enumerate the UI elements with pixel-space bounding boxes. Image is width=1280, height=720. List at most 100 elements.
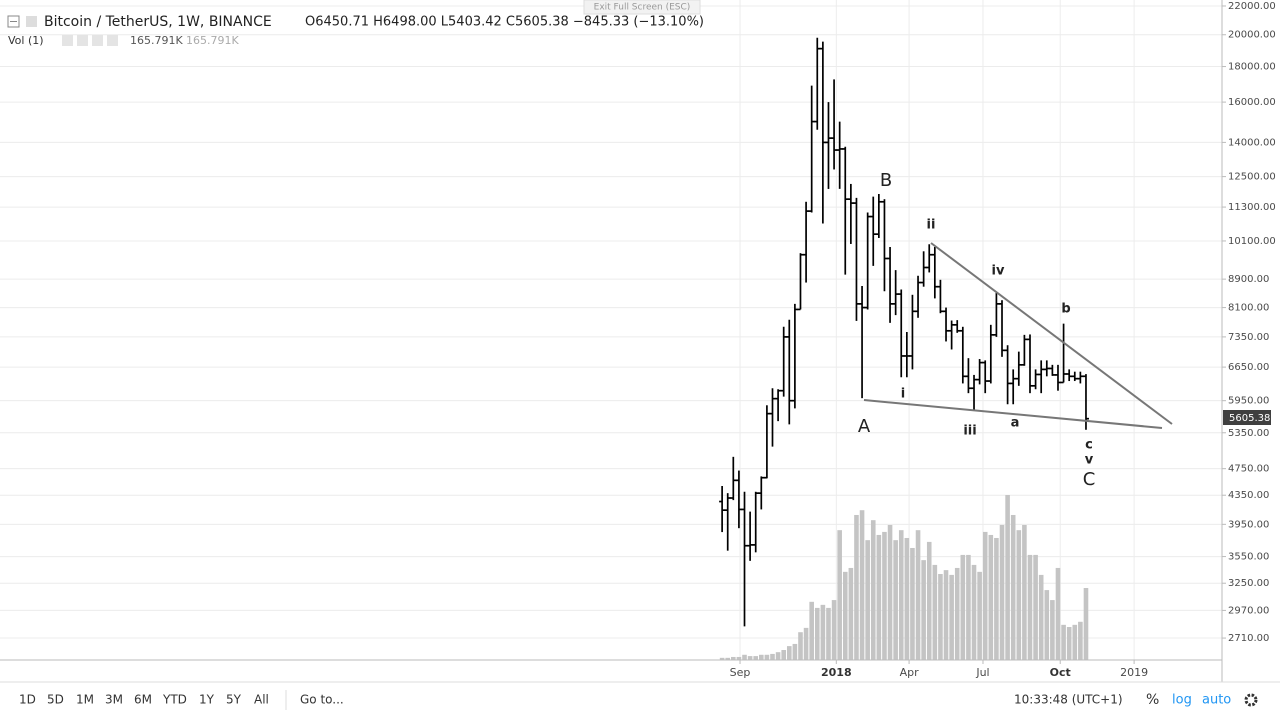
volume-bar (982, 531, 988, 660)
volume-bar (764, 654, 770, 660)
volume-bar (971, 564, 977, 660)
tooltip-box (583, 0, 701, 15)
volume-bar (814, 607, 820, 660)
volume-bar (859, 510, 865, 660)
volume-bar (1027, 554, 1033, 660)
y-tick-label: 11300.00 (1228, 202, 1276, 213)
range-button[interactable]: 3M (105, 693, 123, 707)
volume-bar (994, 537, 999, 660)
collapse-icon[interactable] (7, 15, 20, 28)
vol-icon[interactable] (62, 35, 73, 46)
y-tick-label: 5950.00 (1228, 396, 1269, 407)
tooltip: Exit Full Screen (ESC) (594, 3, 691, 13)
vol-icon[interactable] (77, 35, 88, 46)
volume-bar (1005, 495, 1010, 660)
volume-bar (781, 650, 786, 660)
volume-bar (842, 571, 848, 660)
volume-bar (736, 656, 742, 660)
range-button[interactable]: 5D (47, 693, 64, 707)
volume-bar (876, 534, 882, 660)
range-button[interactable]: YTD (162, 693, 187, 707)
range-button[interactable]: All (254, 693, 269, 707)
y-tick-label: 3550.00 (1228, 552, 1269, 563)
percent-toggle[interactable]: % (1146, 692, 1159, 708)
vol-readout: 165.791K (186, 34, 239, 47)
wave-label: C (1083, 469, 1096, 490)
volume-bar (898, 530, 904, 660)
volume-bar (1050, 600, 1055, 660)
wave-label: b (1061, 302, 1070, 317)
volume-bar (1061, 624, 1066, 660)
x-tick-label: 2018 (821, 666, 852, 679)
range-button[interactable]: 1M (76, 693, 94, 707)
volume-bar (775, 652, 781, 660)
volume-bar (826, 607, 831, 660)
volume-bar (887, 524, 893, 660)
range-button[interactable]: 1Y (199, 693, 215, 707)
y-tick-label: 20000.00 (1228, 30, 1276, 41)
x-tick-label: Oct (1050, 666, 1071, 679)
settings-icon[interactable] (1244, 693, 1258, 707)
range-button[interactable]: 5Y (226, 693, 242, 707)
y-tick-label: 2970.00 (1228, 605, 1269, 616)
y-tick-label: 22000.00 (1228, 1, 1276, 12)
volume-bar (786, 646, 792, 660)
y-tick-label: 16000.00 (1228, 97, 1276, 108)
volume-bar (949, 574, 954, 660)
goto[interactable]: Go to... (300, 693, 344, 707)
range-button[interactable]: 1D (19, 693, 36, 707)
y-tick-label: 2710.00 (1228, 633, 1269, 644)
wave-label: a (1011, 416, 1020, 431)
wave-label: i (901, 387, 905, 402)
volume-bar (960, 554, 966, 660)
y-tick-label: 4350.00 (1228, 490, 1269, 501)
volume-bar (1072, 624, 1078, 660)
last-price: 5605.38 (1229, 413, 1270, 424)
volume-bar (747, 656, 753, 660)
trendline-lower (863, 399, 1163, 429)
volume-bar (1078, 621, 1083, 660)
x-tick-label: Apr (900, 666, 920, 679)
volume-bar (915, 530, 921, 660)
volume-bar (1016, 530, 1022, 660)
y-tick-label: 7350.00 (1228, 332, 1269, 343)
x-tick-label: 2019 (1120, 666, 1148, 679)
auto-toggle[interactable]: auto (1202, 693, 1231, 708)
wave-label: c (1085, 438, 1093, 453)
y-tick-label: 14000.00 (1228, 137, 1276, 148)
volume-bar (1022, 524, 1027, 660)
vol-icon[interactable] (92, 35, 103, 46)
volume-bar (1055, 567, 1061, 660)
x-tick-label: Jul (975, 666, 989, 679)
wave-label: iii (963, 424, 976, 439)
y-tick-label: 8900.00 (1228, 274, 1269, 285)
volume-bar (977, 571, 982, 660)
wave-label: iv (992, 264, 1005, 279)
log-toggle[interactable]: log (1172, 693, 1192, 708)
axes: 22000.00 20000.00 18000.00 16000.00 14000.00… (730, 1, 1276, 679)
volume-bar (1044, 590, 1050, 660)
volume-bar (910, 547, 915, 660)
range-button[interactable]: 6M (134, 693, 152, 707)
volume-bar (831, 600, 837, 660)
symbol-title: Bitcoin / TetherUS, 1W, BINANCE (44, 14, 272, 30)
y-tick-label: 8100.00 (1228, 303, 1269, 314)
vol-icon[interactable] (107, 35, 118, 46)
volume-bar (882, 531, 887, 660)
volume-bar (798, 632, 803, 660)
volume-bar (770, 653, 775, 660)
volume-bar (719, 657, 725, 660)
volume-bar (1083, 588, 1089, 660)
annotations: Bii iv b i A iii a cvC (858, 170, 1095, 490)
volume-bar (999, 524, 1005, 660)
volume-bar (1010, 514, 1016, 660)
clock: 10:33:48 (UTC+1) (1014, 693, 1123, 707)
y-tick-label: 12500.00 (1228, 172, 1276, 183)
volume-bar (759, 654, 764, 660)
toolbar-items: 1D 5D 1M 3M 6M YTD 1Y 5Y All (19, 693, 269, 707)
volume-bar (893, 540, 898, 660)
y-tick-label: 6650.00 (1228, 362, 1269, 373)
